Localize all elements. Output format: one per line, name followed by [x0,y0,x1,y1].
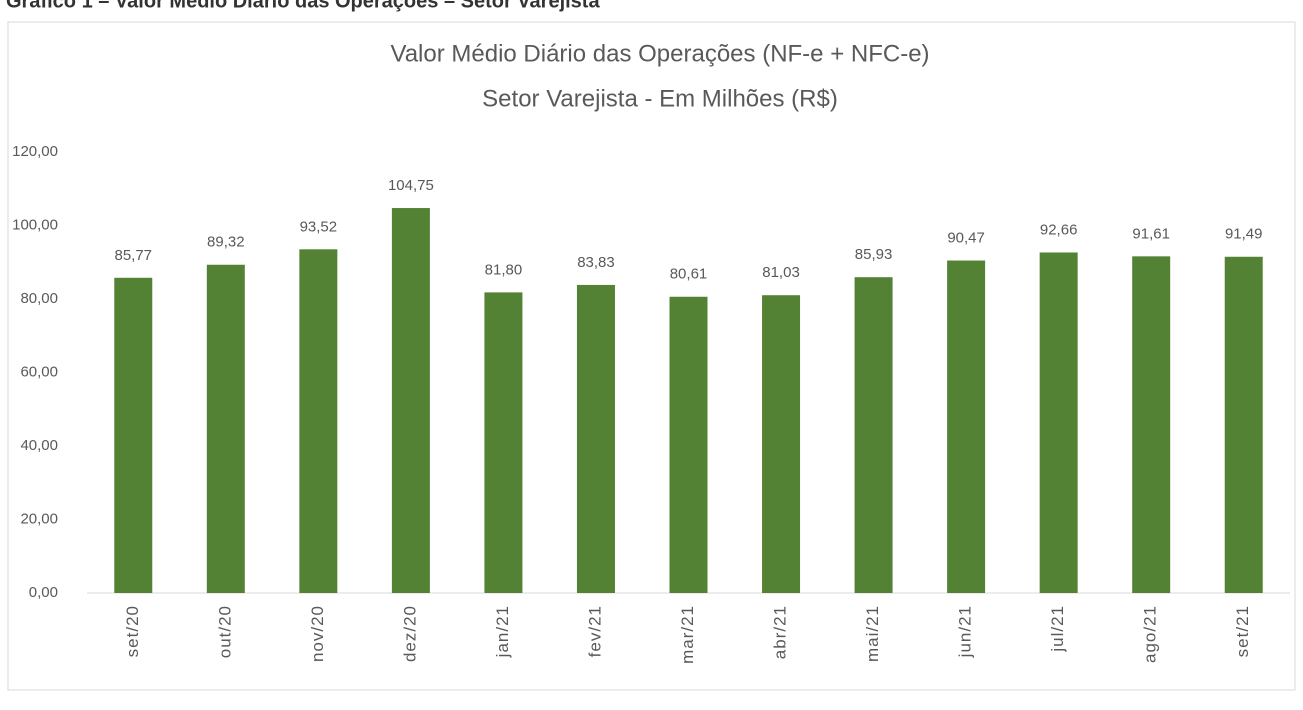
bar [299,249,338,593]
bar [1039,252,1078,594]
value-label: 85,77 [114,247,152,264]
x-tick-label: set/20 [123,605,142,657]
x-tick-label: ago/21 [1141,605,1160,663]
bar [391,208,430,593]
bar [114,277,153,593]
bar [1224,256,1263,593]
bar [762,295,801,593]
value-label: 91,61 [1132,225,1170,242]
chart-title: Valor Médio Diário das Operações (NF-e +… [390,40,929,67]
value-label: 89,32 [207,234,245,251]
value-label: 81,03 [762,264,800,281]
chart-frame [7,21,1296,691]
value-label: 90,47 [947,229,985,246]
bar [484,292,523,593]
x-tick-label: abr/21 [771,605,790,659]
bar [206,264,245,593]
y-tick-label: 120,00 [12,143,58,160]
y-tick-label: 20,00 [20,510,58,527]
y-tick-label: 0,00 [29,584,58,601]
bar [1132,256,1171,593]
value-label: 80,61 [670,266,708,283]
bar [947,260,986,593]
value-label: 85,93 [855,246,893,263]
value-label: 91,49 [1225,226,1263,243]
value-label: 104,75 [388,177,434,194]
bar [854,277,893,593]
y-tick-label: 100,00 [12,216,58,233]
x-tick-label: nov/20 [308,605,327,662]
x-tick-label: set/21 [1233,605,1252,657]
x-tick-label: fev/21 [585,605,604,657]
chart-subtitle: Setor Varejista - Em Milhões (R$) [482,85,838,112]
x-tick-label: dez/20 [400,605,419,662]
value-label: 92,66 [1040,221,1078,238]
x-tick-label: jan/21 [493,605,512,658]
value-label: 83,83 [577,254,615,271]
y-tick-label: 80,00 [20,290,58,307]
x-tick-label: mar/21 [678,605,697,664]
bar [576,284,615,593]
y-tick-label: 40,00 [20,437,58,454]
value-label: 93,52 [300,218,338,235]
caption: Gráfico 1 – Valor Médio Diário das Opera… [6,0,600,12]
y-tick-label: 60,00 [20,363,58,380]
bar [669,296,708,593]
value-label: 81,80 [485,261,523,278]
x-tick-label: jun/21 [956,605,975,658]
x-tick-label: out/20 [215,605,234,658]
x-tick-label: jul/21 [1048,605,1067,653]
x-tick-label: mai/21 [863,605,882,662]
